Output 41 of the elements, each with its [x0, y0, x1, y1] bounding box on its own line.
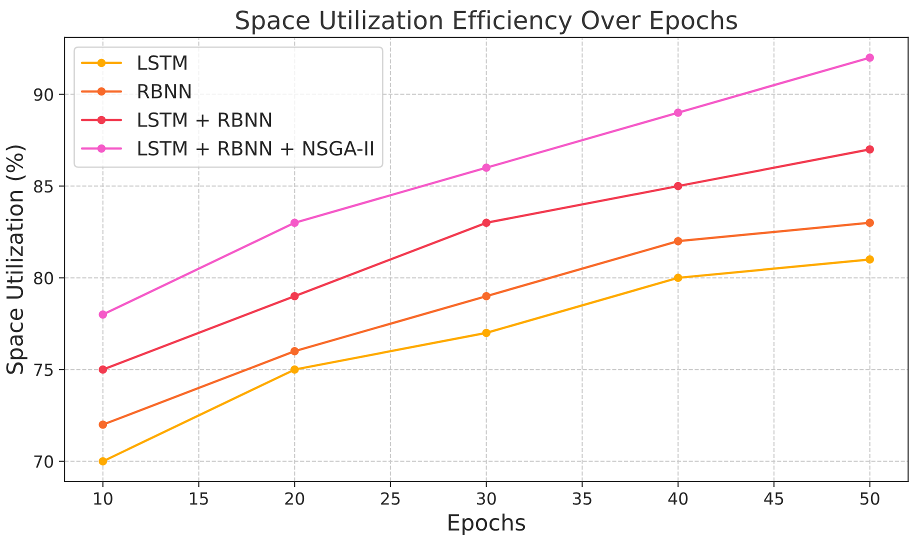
- x-tick-label: 45: [764, 492, 784, 505]
- point: [98, 420, 108, 429]
- point: [674, 108, 682, 117]
- y-axis-title: Space Utilization (%): [6, 146, 28, 374]
- x-tick-label: 10: [94, 492, 112, 505]
- y-tick-label: 85: [34, 180, 53, 193]
- point: [866, 255, 874, 264]
- legend-label: LSTM + RBNN: [138, 112, 271, 128]
- point: [866, 145, 874, 154]
- x-tick-label: 30: [477, 492, 496, 505]
- point: [482, 292, 491, 300]
- x-tick-label: 35: [572, 492, 592, 505]
- point: [98, 310, 108, 319]
- point: [290, 347, 299, 356]
- x-axis-title: Epochs: [448, 514, 526, 535]
- point: [290, 365, 299, 374]
- legend-label: LSTM: [138, 55, 186, 70]
- y-tick-label: 75: [34, 364, 53, 376]
- legend-label: LSTM + RBNN + NSGA-II: [138, 140, 373, 156]
- point: [866, 53, 874, 62]
- legend-label: RBNN: [138, 84, 191, 98]
- point: [290, 218, 299, 227]
- point: [290, 292, 299, 300]
- point: [482, 328, 491, 338]
- point: [674, 236, 682, 246]
- y-tick-label: 90: [34, 88, 54, 101]
- y-tick-label: 70: [34, 455, 54, 468]
- x-tick-label: 40: [668, 492, 688, 505]
- point: [866, 218, 874, 227]
- point: [482, 218, 491, 227]
- y-tick-label: 80: [34, 272, 54, 284]
- point: [98, 365, 108, 374]
- point: [482, 164, 491, 172]
- x-tick-label: 25: [381, 492, 400, 505]
- point: [98, 457, 108, 466]
- x-tick-label: 20: [285, 492, 304, 505]
- point: [674, 182, 682, 190]
- chart-title: Space Utilization Efficiency Over Epochs: [236, 10, 738, 34]
- x-tick-label: 50: [860, 492, 880, 505]
- point: [674, 274, 682, 282]
- x-tick-label: 15: [190, 492, 208, 505]
